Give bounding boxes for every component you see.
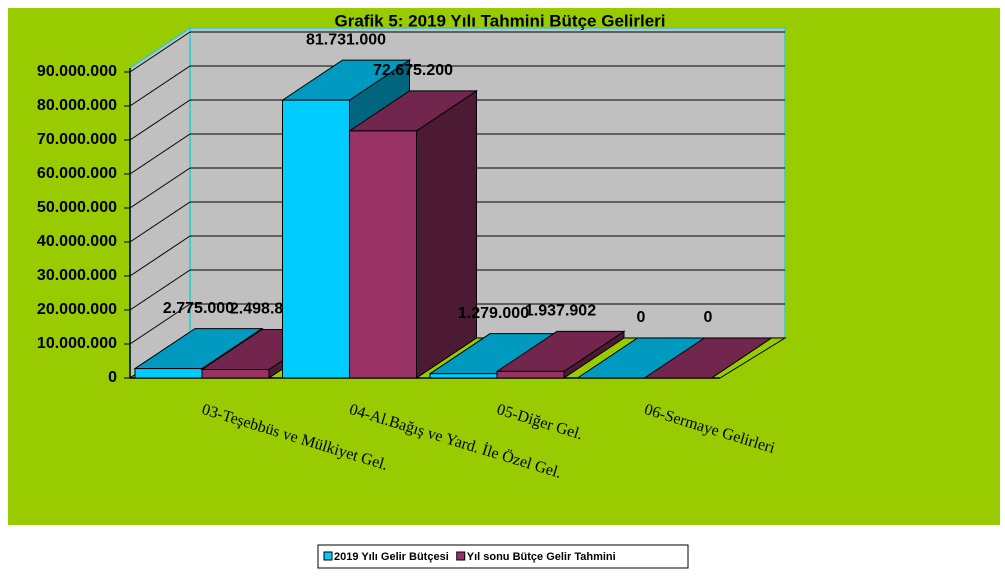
grid-line bbox=[129, 235, 191, 277]
y-tick-label: 50.000.000 bbox=[37, 199, 117, 216]
data-label: 0 bbox=[637, 309, 646, 326]
legend-box bbox=[317, 544, 689, 569]
legend-label: 2019 Yılı Gelir Bütçesi bbox=[334, 551, 449, 563]
data-label: 1.937.902 bbox=[525, 303, 596, 320]
grid-line bbox=[129, 31, 191, 73]
y-tick-label: 80.000.000 bbox=[37, 97, 117, 114]
y-tick-label: 30.000.000 bbox=[37, 267, 117, 284]
grid-line bbox=[129, 201, 191, 243]
grid-line bbox=[129, 269, 191, 311]
legend-swatch bbox=[456, 551, 466, 561]
back-wall bbox=[189, 27, 786, 339]
data-label: 1.279.000 bbox=[458, 305, 529, 322]
legend-swatch bbox=[323, 551, 333, 561]
bar bbox=[134, 368, 203, 379]
y-tick-label: 60.000.000 bbox=[37, 165, 117, 182]
legend-label: Yıl sonu Bütçe Gelir Tahmini bbox=[467, 551, 616, 563]
bar-top bbox=[642, 337, 774, 379]
grid-line bbox=[129, 167, 191, 209]
bar bbox=[201, 369, 270, 379]
data-label: 2.775.000 bbox=[163, 300, 234, 317]
grid-line bbox=[129, 133, 191, 175]
data-label: 81.731.000 bbox=[306, 31, 386, 48]
grid-line bbox=[129, 65, 191, 107]
bar bbox=[429, 373, 498, 379]
y-tick-label: 90.000.000 bbox=[37, 63, 117, 80]
y-tick-label: 20.000.000 bbox=[37, 301, 117, 318]
y-tick-label: 70.000.000 bbox=[37, 131, 117, 148]
y-tick-label: 0 bbox=[108, 369, 117, 386]
bar bbox=[349, 130, 417, 379]
data-label: 72.675.200 bbox=[373, 62, 453, 79]
grid-line bbox=[129, 99, 191, 141]
bar bbox=[282, 99, 350, 379]
grid-line bbox=[129, 303, 191, 345]
y-tick-label: 40.000.000 bbox=[37, 233, 117, 250]
chart-title: Grafik 5: 2019 Yılı Tahmini Bütçe Gelirl… bbox=[334, 11, 665, 30]
bar bbox=[496, 370, 565, 379]
data-label: 0 bbox=[704, 309, 713, 326]
y-tick-label: 10.000.000 bbox=[37, 335, 117, 352]
bar-side bbox=[416, 89, 477, 379]
side-wall bbox=[129, 26, 191, 380]
